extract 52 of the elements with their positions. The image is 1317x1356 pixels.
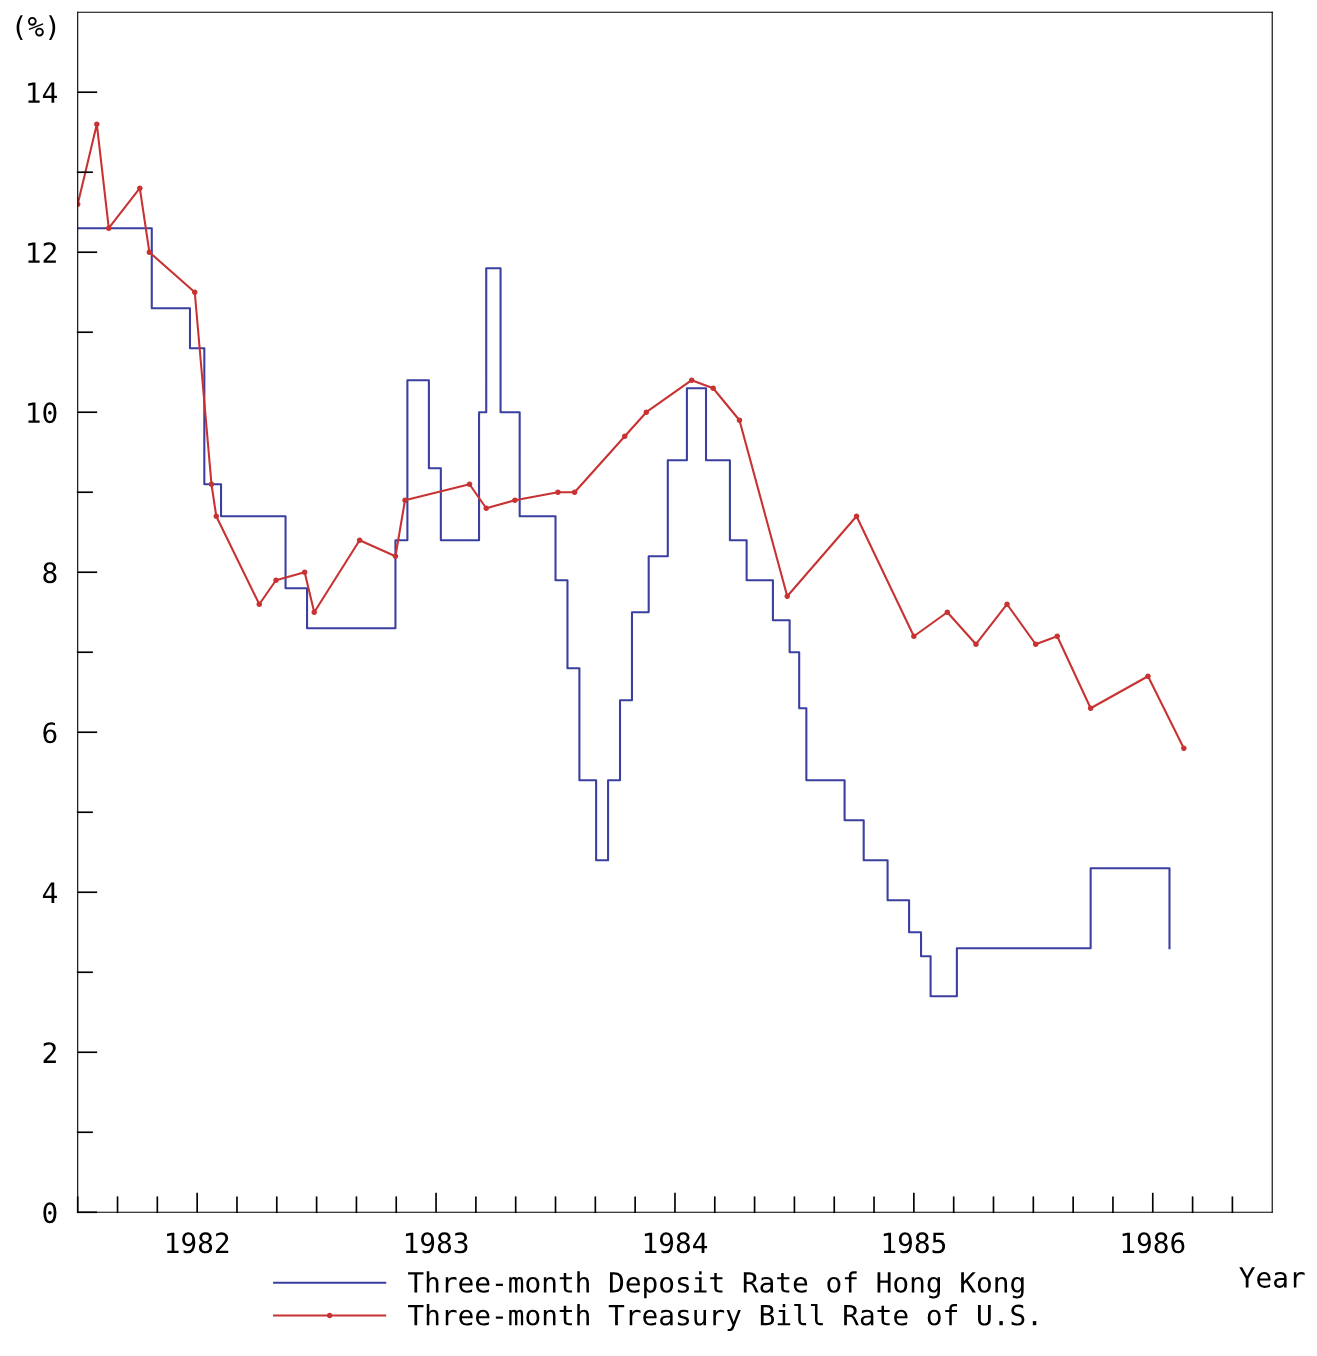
y-tick-label: 8 [43,562,57,584]
point [736,417,743,424]
point [1087,705,1094,712]
point [571,489,578,496]
point [688,377,695,384]
point [191,289,198,295]
point [710,385,716,392]
x-tick-label: 1984 [644,1232,708,1254]
point [512,497,518,504]
point [944,609,951,616]
point [402,497,408,504]
y-tick-label: 0 [43,1202,57,1224]
point [973,641,979,648]
y-tick-label: 12 [28,242,56,263]
point [256,601,263,608]
point [466,481,473,488]
point [94,121,100,127]
legend-label: Three-month Treasury Bill Rate of U.S. [408,1303,1037,1331]
y-tick-label: 10 [28,402,57,424]
point [911,633,917,640]
x-tick-label: 1986 [1122,1232,1185,1254]
point [622,433,628,440]
point [213,513,220,520]
point [784,593,791,600]
x-axis-title: Year [1239,1267,1305,1288]
point [483,505,490,512]
point [356,537,363,544]
point [146,249,153,255]
y-tick-label: 4 [42,882,57,903]
y-tick-label: 2 [43,1042,56,1063]
point [392,553,399,560]
legend-label: Three-month Deposit Rate of Hong Kong [408,1271,1024,1299]
y-tick-label: 14 [28,82,57,103]
point [137,185,143,191]
point [1004,601,1010,608]
x-tick-label: 1985 [883,1232,946,1254]
point [1181,745,1187,752]
point [853,513,860,520]
y-tick-label: 6 [43,722,57,744]
point [105,225,112,231]
y-axis-title: (%) [16,15,56,41]
x-tick-label: 1983 [405,1232,468,1254]
point [301,569,308,576]
point [1032,641,1039,648]
point [643,409,650,416]
x-tick-label: 1982 [167,1232,229,1254]
point [555,489,561,496]
point [311,609,317,616]
point [1145,673,1151,680]
point [273,577,279,584]
point [208,481,215,488]
point [1054,633,1060,640]
